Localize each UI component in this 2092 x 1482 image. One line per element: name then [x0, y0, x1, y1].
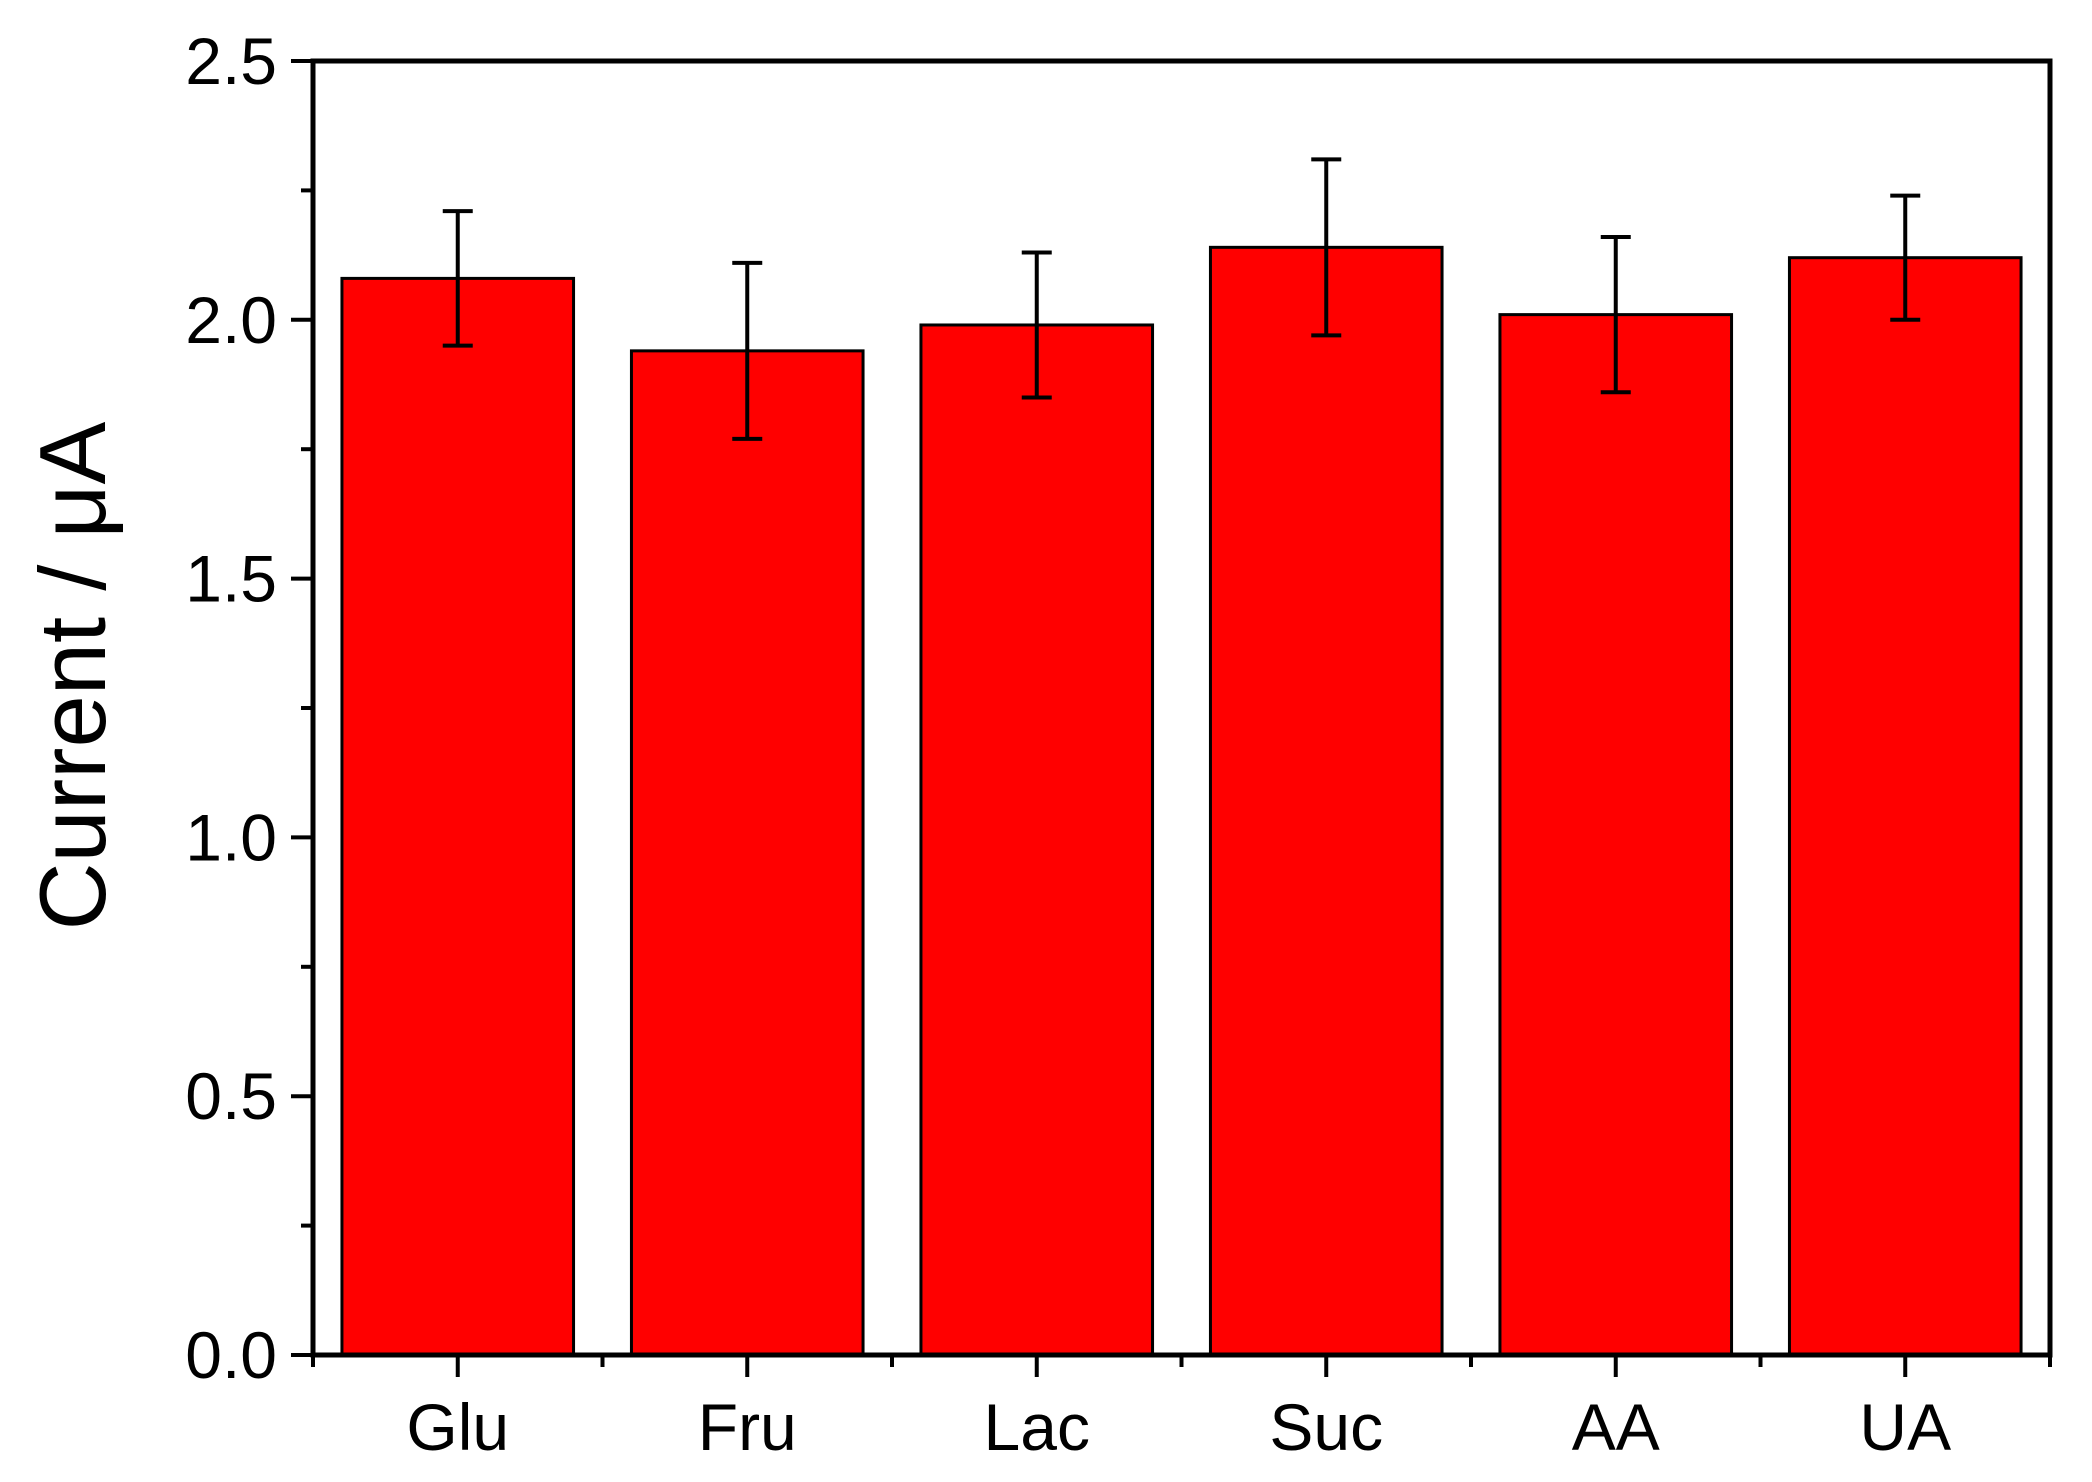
y-tick-label: 0.0 [185, 1318, 277, 1392]
y-tick-label: 1.5 [185, 542, 277, 616]
y-tick-label: 1.0 [185, 800, 277, 874]
y-tick-label: 2.0 [185, 283, 277, 357]
y-axis-title: Current / μA [20, 421, 125, 930]
x-tick-label: Fru [698, 1390, 797, 1464]
x-tick-label: UA [1859, 1390, 1951, 1464]
x-tick-label: Suc [1269, 1390, 1383, 1464]
bars-layer [340, 245, 2023, 1357]
error-bars-layer [442, 157, 1921, 441]
x-tick-label: Lac [984, 1390, 1090, 1464]
bar-glu [340, 276, 576, 1357]
x-tick-label: Glu [406, 1390, 509, 1464]
axes-layer [291, 58, 2053, 1377]
y-tick-label: 0.5 [185, 1059, 277, 1133]
bar-suc [1208, 245, 1444, 1357]
y-tick-label: 2.5 [185, 24, 277, 98]
x-tick-label: AA [1572, 1390, 1660, 1464]
bar-lac [919, 323, 1155, 1357]
bar-ua [1787, 256, 2023, 1357]
bar-aa [1498, 313, 1734, 1357]
tick-labels-layer: Glu Fru Lac Suc AA UA 0.0 0.5 1.0 1.5 2.0 2.5 [185, 24, 1951, 1464]
bar-fru [629, 349, 865, 1357]
plot-frame [310, 58, 2053, 1358]
